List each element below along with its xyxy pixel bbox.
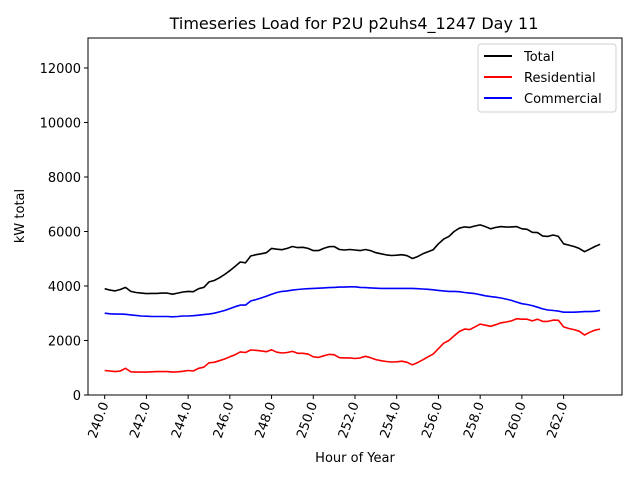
legend-label-commercial: Commercial	[524, 92, 602, 107]
y-tick-label: 2000	[48, 334, 81, 349]
series-layer	[104, 224, 601, 373]
series-line-total	[104, 224, 601, 296]
y-axis: 0 2000 4000 6000 8000 10000 12000	[40, 62, 88, 404]
chart-title: Timeseries Load for P2U p2uhs4_1247 Day …	[169, 14, 539, 34]
y-tick-label: 10000	[40, 116, 81, 131]
y-tick-label: 0	[73, 389, 81, 404]
legend-label-total: Total	[523, 50, 554, 65]
y-tick-label: 12000	[40, 62, 81, 77]
y-tick-label: 8000	[48, 171, 81, 186]
y-axis-label: kW total	[13, 189, 28, 243]
series-line-residential	[104, 317, 601, 373]
legend-label-residential: Residential	[524, 71, 596, 86]
legend: Total Residential Commercial	[477, 43, 617, 113]
x-axis-label: Hour of Year	[315, 451, 395, 466]
legend-box	[477, 43, 617, 113]
y-tick-label: 4000	[48, 280, 81, 295]
series-line-commercial	[104, 285, 601, 318]
y-tick-label: 6000	[48, 225, 81, 240]
